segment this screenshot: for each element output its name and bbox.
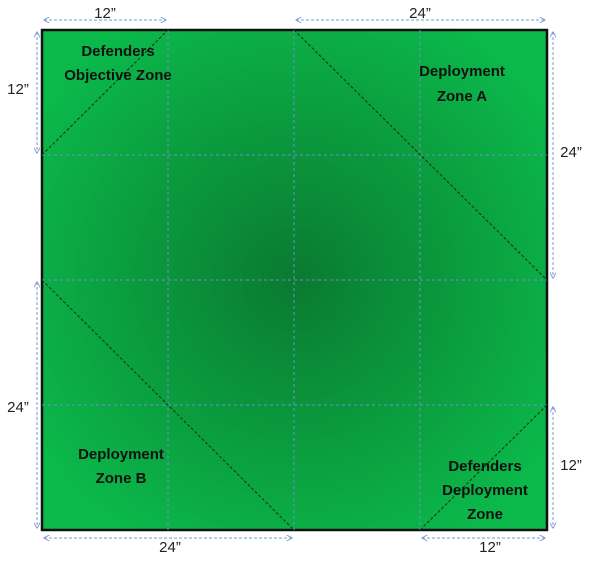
- dimension-label: 24”: [7, 399, 29, 416]
- dimension-label: 24”: [159, 539, 181, 556]
- dimension-label: 12”: [7, 81, 29, 98]
- dimension-arrows: [37, 20, 553, 538]
- dimension-label: 12”: [94, 5, 116, 22]
- zone-label: Deployment: [78, 446, 164, 463]
- dimension-label: 24”: [560, 144, 582, 161]
- zone-label: Zone A: [437, 88, 487, 105]
- zone-label: Zone B: [96, 470, 147, 487]
- zone-label: Deployment: [419, 63, 505, 80]
- zone-label: Defenders: [448, 458, 521, 475]
- zone-label: Zone: [467, 506, 503, 523]
- zone-label: Objective Zone: [64, 67, 172, 84]
- zone-label: Defenders: [81, 43, 154, 60]
- zone-boundaries: [41, 29, 548, 531]
- zone-label: Deployment: [442, 482, 528, 499]
- dimension-label: 24”: [409, 5, 431, 22]
- dimension-label: 12”: [560, 457, 582, 474]
- grid: [42, 30, 547, 530]
- dimension-label: 12”: [479, 539, 501, 556]
